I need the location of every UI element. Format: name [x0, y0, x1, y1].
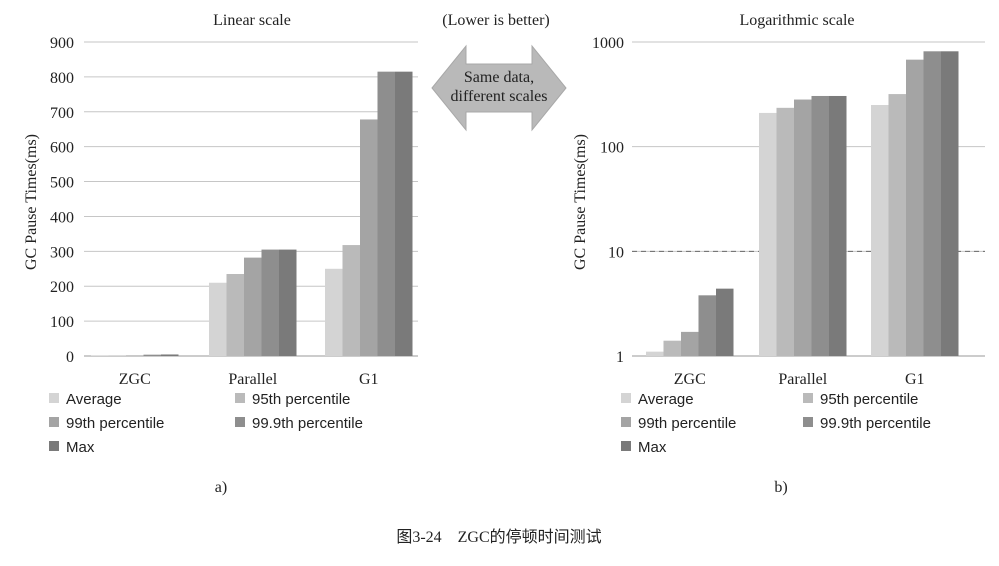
comparison-annotation: (Lower is better) Same data, different s… [431, 12, 567, 132]
legend-label: 99.9th percentile [252, 415, 363, 432]
bar-average-parallel [759, 112, 777, 357]
legend-swatch [621, 417, 631, 427]
linear-chart-title: Linear scale [213, 12, 291, 29]
bar-average-parallel [209, 282, 227, 356]
figure-caption: 图3-24 ZGC的停顿时间测试 [396, 528, 601, 546]
y-tick-label: 700 [50, 105, 74, 122]
y-tick-label: 400 [50, 209, 74, 226]
lower-is-better-text: (Lower is better) [442, 12, 550, 29]
bar-max-parallel [829, 95, 847, 356]
legend-label: 99th percentile [66, 415, 164, 432]
y-tick-label: 1 [616, 349, 624, 366]
x-tick-label: ZGC [119, 371, 151, 388]
bar-max-parallel [279, 249, 297, 356]
bar-max-g1 [395, 71, 413, 357]
log-bars [646, 51, 959, 357]
log-chart-title: Logarithmic scale [739, 12, 854, 29]
bar-max-zgc [716, 288, 734, 356]
legend-label: Max [66, 439, 95, 456]
bar-99-9th-percentile-zgc [698, 295, 716, 356]
legend-label: 95th percentile [820, 391, 918, 408]
legend-label: 99th percentile [638, 415, 736, 432]
legend-swatch [803, 417, 813, 427]
log-y-ticks: 1 10 100 1000 [592, 35, 624, 366]
x-tick-label: ZGC [674, 371, 706, 388]
bar-99th-percentile-zgc [126, 355, 144, 356]
legend-swatch [49, 393, 59, 403]
linear-y-axis-label: GC Pause Times(ms) [23, 134, 40, 270]
bar-99-9th-percentile-g1 [923, 51, 941, 357]
y-tick-label: 600 [50, 140, 74, 157]
bar-99-9th-percentile-g1 [377, 71, 395, 357]
legend-swatch [49, 417, 59, 427]
x-tick-label: Parallel [778, 371, 827, 388]
linear-x-ticks: ZGC Parallel G1 [119, 371, 379, 388]
log-scale-chart: Logarithmic scale 1 10 100 1000 ZGC Parallel… [572, 12, 985, 496]
bar-99-9th-percentile-parallel [811, 95, 829, 356]
bar-max-g1 [941, 51, 959, 357]
linear-gridlines [84, 41, 418, 357]
linear-bars [91, 71, 413, 357]
y-tick-label: 500 [50, 175, 74, 192]
legend-swatch [621, 393, 631, 403]
linear-legend: Average 95th percentile 99th percentile 99.… [49, 391, 363, 456]
y-tick-label: 10 [608, 244, 624, 261]
bar-95th-percentile-parallel [776, 107, 794, 356]
arrow-text-line2: different scales [451, 88, 548, 105]
bar-average-g1 [871, 105, 889, 356]
bar-99-9th-percentile-zgc [143, 354, 161, 356]
log-caption: b) [774, 479, 787, 496]
legend-label: Max [638, 439, 667, 456]
arrow-text-line1: Same data, [464, 69, 534, 86]
y-tick-label: 100 [50, 314, 74, 331]
linear-y-ticks: 0 100 200 300 400 500 600 700 800 900 [50, 35, 74, 366]
y-tick-label: 1000 [592, 35, 624, 52]
bar-95th-percentile-parallel [226, 274, 244, 356]
x-tick-label: G1 [905, 371, 925, 388]
double-arrow-icon [431, 44, 567, 132]
bar-99th-percentile-parallel [244, 257, 262, 356]
log-x-ticks: ZGC Parallel G1 [674, 371, 925, 388]
y-tick-label: 900 [50, 35, 74, 52]
bar-95th-percentile-g1 [342, 245, 360, 356]
bar-99th-percentile-parallel [794, 99, 812, 357]
legend-swatch [49, 441, 59, 451]
x-tick-label: Parallel [228, 371, 277, 388]
linear-scale-chart: Linear scale 0 100 200 300 400 500 600 700 800 90… [23, 12, 418, 496]
y-tick-label: 800 [50, 70, 74, 87]
bar-99th-percentile-g1 [360, 119, 378, 356]
legend-swatch [235, 417, 245, 427]
bar-average-g1 [325, 268, 343, 356]
legend-label: Average [66, 391, 122, 408]
y-tick-label: 100 [600, 140, 624, 157]
legend-label: Average [638, 391, 694, 408]
y-tick-label: 200 [50, 279, 74, 296]
legend-swatch [621, 441, 631, 451]
legend-label: 95th percentile [252, 391, 350, 408]
bar-95th-percentile-g1 [888, 94, 906, 357]
log-legend: Average 95th percentile 99th percentile 99.… [621, 391, 931, 456]
bar-99th-percentile-g1 [906, 59, 924, 357]
linear-caption: a) [215, 479, 227, 496]
log-y-axis-label: GC Pause Times(ms) [572, 134, 589, 270]
legend-swatch [803, 393, 813, 403]
bar-99th-percentile-zgc [681, 331, 699, 356]
legend-swatch [235, 393, 245, 403]
bar-max-zgc [161, 354, 179, 356]
x-tick-label: G1 [359, 371, 379, 388]
bar-average-zgc [646, 351, 664, 356]
y-tick-label: 0 [66, 349, 74, 366]
legend-label: 99.9th percentile [820, 415, 931, 432]
bar-99-9th-percentile-parallel [261, 249, 279, 356]
bar-95th-percentile-zgc [663, 340, 681, 356]
y-tick-label: 300 [50, 244, 74, 261]
